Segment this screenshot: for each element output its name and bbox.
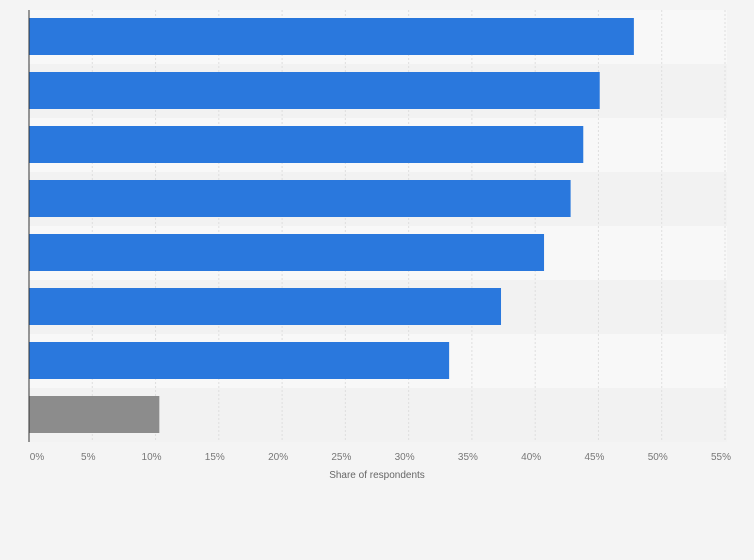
x-tick-label: 0% <box>30 452 45 463</box>
x-tick-label: 10% <box>142 452 162 463</box>
x-tick-label: 40% <box>521 452 541 463</box>
bar <box>29 288 502 325</box>
x-tick-label: 25% <box>331 452 351 463</box>
bar <box>29 180 571 217</box>
bar <box>29 396 160 433</box>
bar <box>29 126 584 163</box>
x-tick-label: 45% <box>584 452 604 463</box>
bar <box>29 342 450 379</box>
bar <box>29 72 600 109</box>
x-tick-label: 55% <box>711 452 731 463</box>
bar <box>29 234 545 271</box>
x-tick-label: 35% <box>458 452 478 463</box>
x-tick-label: 5% <box>81 452 96 463</box>
x-tick-label: 50% <box>648 452 668 463</box>
x-tick-label: 20% <box>268 452 288 463</box>
bar <box>29 18 634 55</box>
x-axis-label: Share of respondents <box>329 470 425 481</box>
x-tick-label: 30% <box>395 452 415 463</box>
x-tick-label: 15% <box>205 452 225 463</box>
